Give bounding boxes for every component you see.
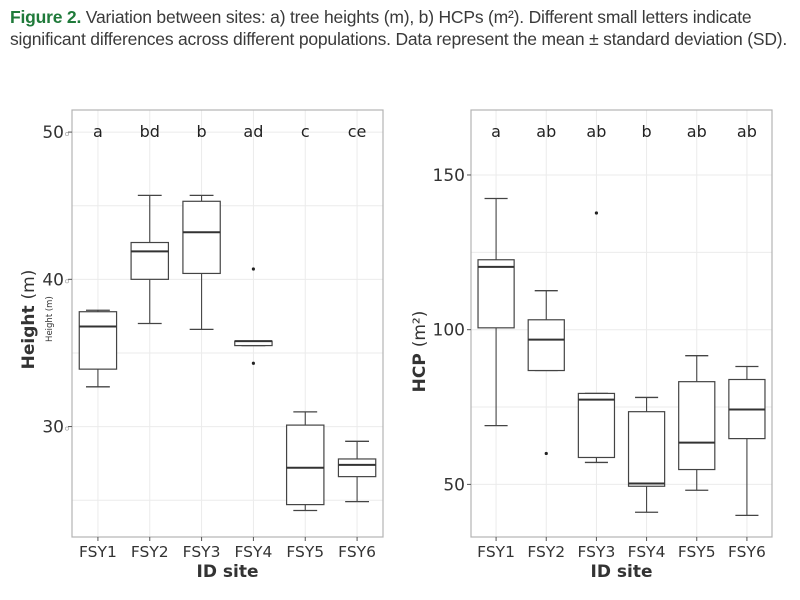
x-tick-label: FSY6 — [338, 543, 376, 561]
y-tick-label: 100 — [433, 321, 465, 341]
x-tick-label: FSY5 — [678, 543, 716, 561]
x-tick-label: FSY2 — [131, 543, 169, 561]
outlier-point — [251, 267, 256, 271]
y-tick-label: 40 — [42, 270, 64, 290]
x-tick-label: FSY4 — [235, 543, 273, 561]
y-tick-label: 150 — [433, 166, 465, 186]
caption-text: Variation between sites: a) tree heights… — [10, 7, 788, 49]
significance-letter: a — [93, 122, 103, 141]
x-axis-title: ID site — [197, 562, 259, 582]
x-tick-label: FSY1 — [477, 543, 515, 561]
box-fsy4 — [627, 396, 666, 513]
x-tick-label: FSY3 — [578, 543, 616, 561]
box-fsy3 — [577, 211, 616, 464]
box-iqr — [477, 259, 515, 329]
panel-b-hcp-chart: 50 100 150 a FSY1 ab FSY2 ab FSY3 b FSY4 ab FSY5 ab FS… — [410, 109, 773, 582]
significance-letter: a — [491, 122, 501, 141]
significance-letter: b — [197, 122, 207, 141]
x-tick-label: FSY6 — [728, 543, 766, 561]
outlier-point — [594, 211, 599, 215]
box-fsy1 — [78, 309, 118, 388]
significance-letter: ab — [737, 122, 757, 141]
tick-mark-artifact — [65, 132, 69, 136]
y-axis-title-unit: (m) — [19, 270, 39, 300]
box-iqr — [577, 392, 616, 459]
box-fsy1 — [477, 197, 515, 427]
y-tick-label: 30 — [42, 418, 64, 438]
y-tick-label: 50 — [42, 123, 64, 143]
box-iqr — [678, 381, 716, 471]
box-fsy2 — [130, 194, 170, 325]
caption-lead: Figure 2. — [10, 7, 82, 27]
y-axis-title-main: Height — [19, 305, 39, 369]
box-fsy6 — [337, 440, 377, 503]
outlier-point — [251, 361, 256, 365]
tick-mark-artifact — [65, 426, 69, 431]
x-tick-label: FSY3 — [183, 543, 221, 561]
significance-letter: ab — [586, 122, 606, 141]
significance-letter: b — [642, 122, 652, 141]
significance-letter: bd — [140, 122, 160, 141]
plot-border — [71, 109, 384, 538]
y-axis-title-unit: (m²) — [410, 311, 430, 348]
box-fsy2 — [527, 290, 565, 456]
significance-letter: ab — [536, 122, 556, 141]
box-iqr — [78, 311, 118, 370]
box-iqr — [182, 200, 221, 275]
outlier-point — [544, 451, 548, 456]
plot-background — [471, 110, 772, 537]
x-tick-label: FSY2 — [527, 543, 565, 561]
figure-caption: Figure 2. Variation between sites: a) tr… — [10, 6, 795, 50]
box-iqr — [527, 319, 565, 372]
box-fsy3 — [182, 194, 221, 331]
y-axis-title-main: HCP — [410, 353, 430, 392]
box-iqr — [337, 458, 377, 478]
significance-letter: c — [301, 122, 310, 141]
box-fsy5 — [285, 411, 325, 512]
box-iqr — [130, 241, 170, 280]
box-fsy5 — [678, 355, 716, 491]
box-fsy4 — [234, 267, 273, 365]
y-axis-title: Height (m) — [19, 270, 39, 370]
x-tick-label: FSY5 — [286, 543, 324, 561]
significance-letter: ad — [243, 122, 263, 141]
significance-letter: ab — [687, 122, 707, 141]
y-axis-title-small: Height (m) — [45, 296, 55, 342]
plot-background — [72, 110, 383, 537]
box-fsy6 — [728, 365, 766, 516]
tick-mark-artifact — [65, 279, 69, 284]
x-axis-title: ID site — [591, 562, 653, 582]
y-axis-title: HCP (m²) — [410, 311, 430, 393]
x-tick-label: FSY4 — [628, 543, 666, 561]
box-iqr — [285, 424, 325, 506]
x-tick-label: FSY1 — [79, 543, 117, 561]
plot-border — [470, 109, 773, 538]
panel-a-height-chart: 30 40 50 a FSY1 bd FSY2 b FSY3 ad FSY4 c FSY5 ce FSY6 I… — [19, 109, 384, 582]
y-tick-label: 50 — [443, 475, 465, 495]
significance-letter: ce — [348, 122, 367, 141]
box-iqr — [627, 411, 666, 487]
